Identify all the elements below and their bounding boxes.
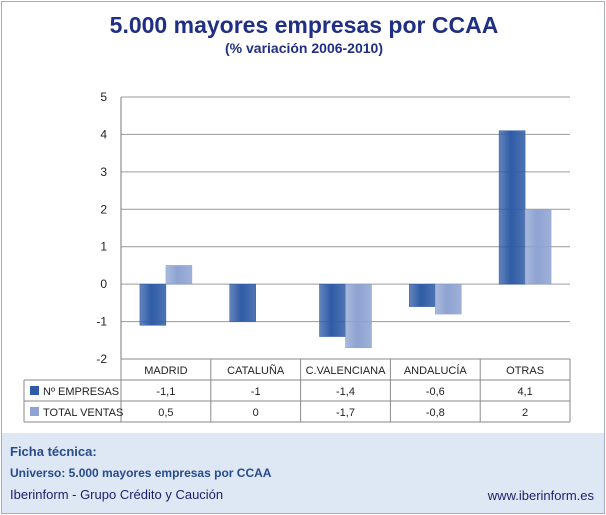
plot-area: -2 -1 0 1 2 3 4 5 <box>96 90 570 366</box>
footer: Ficha técnica: Universo: 5.000 mayores e… <box>2 433 604 513</box>
y-tick-label: 5 <box>100 90 107 104</box>
y-tick-label: 3 <box>100 165 107 179</box>
data-table: MADRID CATALUÑA C.VALENCIANA ANDALUCÍA OTRAS… <box>23 358 571 423</box>
data-label: -1 <box>251 386 261 398</box>
x-category-label: C.VALENCIANA <box>306 365 387 377</box>
bar-ventas <box>165 265 193 285</box>
legend-label: Nº EMPRESAS <box>43 386 119 398</box>
x-category-label: MADRID <box>144 365 187 377</box>
x-category-label: ANDALUCÍA <box>404 364 468 377</box>
bar-empresas <box>498 130 526 285</box>
website-link[interactable]: www.iberinform.es <box>487 488 594 503</box>
ficha-tecnica-heading: Ficha técnica: <box>10 444 97 459</box>
data-label: 0 <box>253 407 259 419</box>
y-tick-label: 0 <box>100 277 107 291</box>
y-tick-label: 4 <box>100 127 107 141</box>
data-label: -1,1 <box>156 386 175 398</box>
x-category-label: CATALUÑA <box>227 364 285 377</box>
data-label: 4,1 <box>517 386 532 398</box>
y-tick-label: -1 <box>96 315 107 329</box>
y-tick-label: -2 <box>96 352 107 366</box>
legend-swatch <box>30 386 39 395</box>
data-label: 2 <box>522 407 528 419</box>
chart-title: 5.000 mayores empresas por CCAA <box>110 12 499 38</box>
bar-empresas <box>409 283 436 307</box>
data-label: -1,7 <box>336 407 355 419</box>
bar-empresas <box>229 283 256 322</box>
chart-subtitle: (% variación 2006-2010) <box>225 40 383 56</box>
bar-ventas <box>524 209 552 285</box>
bar-empresas <box>139 283 167 326</box>
data-label: 0,5 <box>158 407 173 419</box>
data-label: -0,6 <box>426 386 445 398</box>
y-tick-label: 1 <box>100 240 107 254</box>
bar-empresas <box>319 283 346 337</box>
data-label: -1,4 <box>336 386 355 398</box>
chart: 5.000 mayores empresas por CCAA (% varia… <box>23 12 571 423</box>
legend-swatch <box>30 407 39 416</box>
bar-ventas <box>345 283 372 349</box>
universo-text: Universo: 5.000 mayores empresas por CCA… <box>10 466 272 480</box>
y-tick-label: 2 <box>100 202 107 216</box>
legend-label: TOTAL VENTAS <box>43 407 123 419</box>
data-label: -0,8 <box>426 407 445 419</box>
bar-ventas <box>435 283 462 315</box>
x-category-label: OTRAS <box>506 365 544 377</box>
company-name: Iberinform - Grupo Crédito y Caución <box>10 487 224 502</box>
